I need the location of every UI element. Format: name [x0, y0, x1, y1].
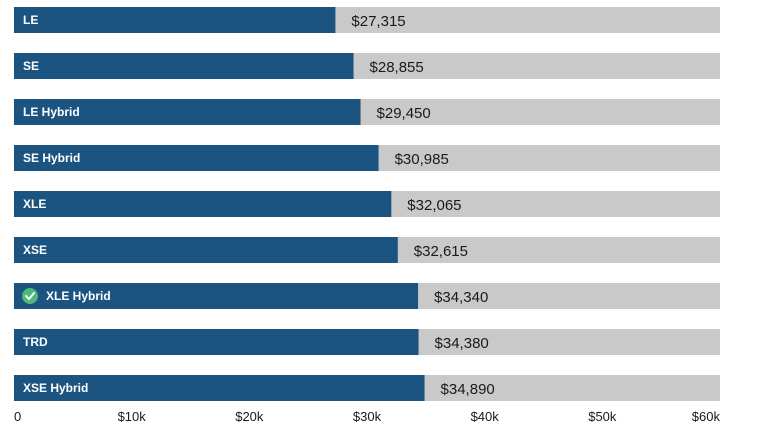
value-label: $34,340: [434, 289, 488, 306]
bar-trd: [14, 329, 419, 355]
value-label: $28,855: [370, 59, 424, 76]
bar-row-se[interactable]: SE $28,855: [14, 53, 720, 79]
bar-row-xse-hybrid[interactable]: XSE Hybrid $34,890: [14, 375, 720, 401]
x-tick-label: $10k: [118, 409, 147, 424]
bar-row-xse[interactable]: XSE $32,615: [14, 237, 720, 263]
x-axis: 0 $10k $20k $30k $40k $50k $60k: [14, 409, 720, 424]
bar-label: XLE: [23, 197, 46, 211]
bar-le: [14, 7, 336, 33]
x-tick-label: $40k: [471, 409, 500, 424]
x-tick-label: $20k: [235, 409, 264, 424]
bar-label: LE Hybrid: [23, 105, 80, 119]
x-tick-label: $30k: [353, 409, 382, 424]
bar-se: [14, 53, 354, 79]
value-label: $32,065: [407, 197, 461, 214]
x-tick-label: $60k: [692, 409, 721, 424]
bar-row-trd[interactable]: TRD $34,380: [14, 329, 720, 355]
bar-label: XSE: [23, 243, 47, 257]
value-label: $27,315: [351, 13, 405, 30]
bar-label: TRD: [23, 335, 48, 349]
bar-row-xle-hybrid[interactable]: XLE Hybrid $34,340: [14, 283, 720, 309]
value-label: $34,380: [435, 335, 489, 352]
bar-le-hybrid: [14, 99, 361, 125]
bar-label: XLE Hybrid: [46, 289, 111, 303]
bars-group: LE $27,315 SE $28,855 LE Hybrid $29,450 SE Hyb…: [14, 7, 720, 401]
bar-row-le-hybrid[interactable]: LE Hybrid $29,450: [14, 99, 720, 125]
bar-xle: [14, 191, 392, 217]
bar-xse-hybrid: [14, 375, 425, 401]
bar-xse: [14, 237, 398, 263]
bar-label: XSE Hybrid: [23, 381, 88, 395]
x-tick-label: 0: [14, 409, 21, 424]
value-label: $32,615: [414, 243, 468, 260]
value-label: $29,450: [377, 105, 431, 122]
bar-label: SE Hybrid: [23, 151, 80, 165]
bar-row-se-hybrid[interactable]: SE Hybrid $30,985: [14, 145, 720, 171]
bar-se-hybrid: [14, 145, 379, 171]
bar-row-le[interactable]: LE $27,315: [14, 7, 720, 33]
value-label: $34,890: [441, 381, 495, 398]
bar-row-xle[interactable]: XLE $32,065: [14, 191, 720, 217]
value-label: $30,985: [395, 151, 449, 168]
bar-xle-hybrid: [14, 283, 419, 309]
x-tick-label: $50k: [588, 409, 617, 424]
check-circle-icon: [22, 288, 38, 304]
bar-label: SE: [23, 59, 39, 73]
bar-label: LE: [23, 13, 38, 27]
